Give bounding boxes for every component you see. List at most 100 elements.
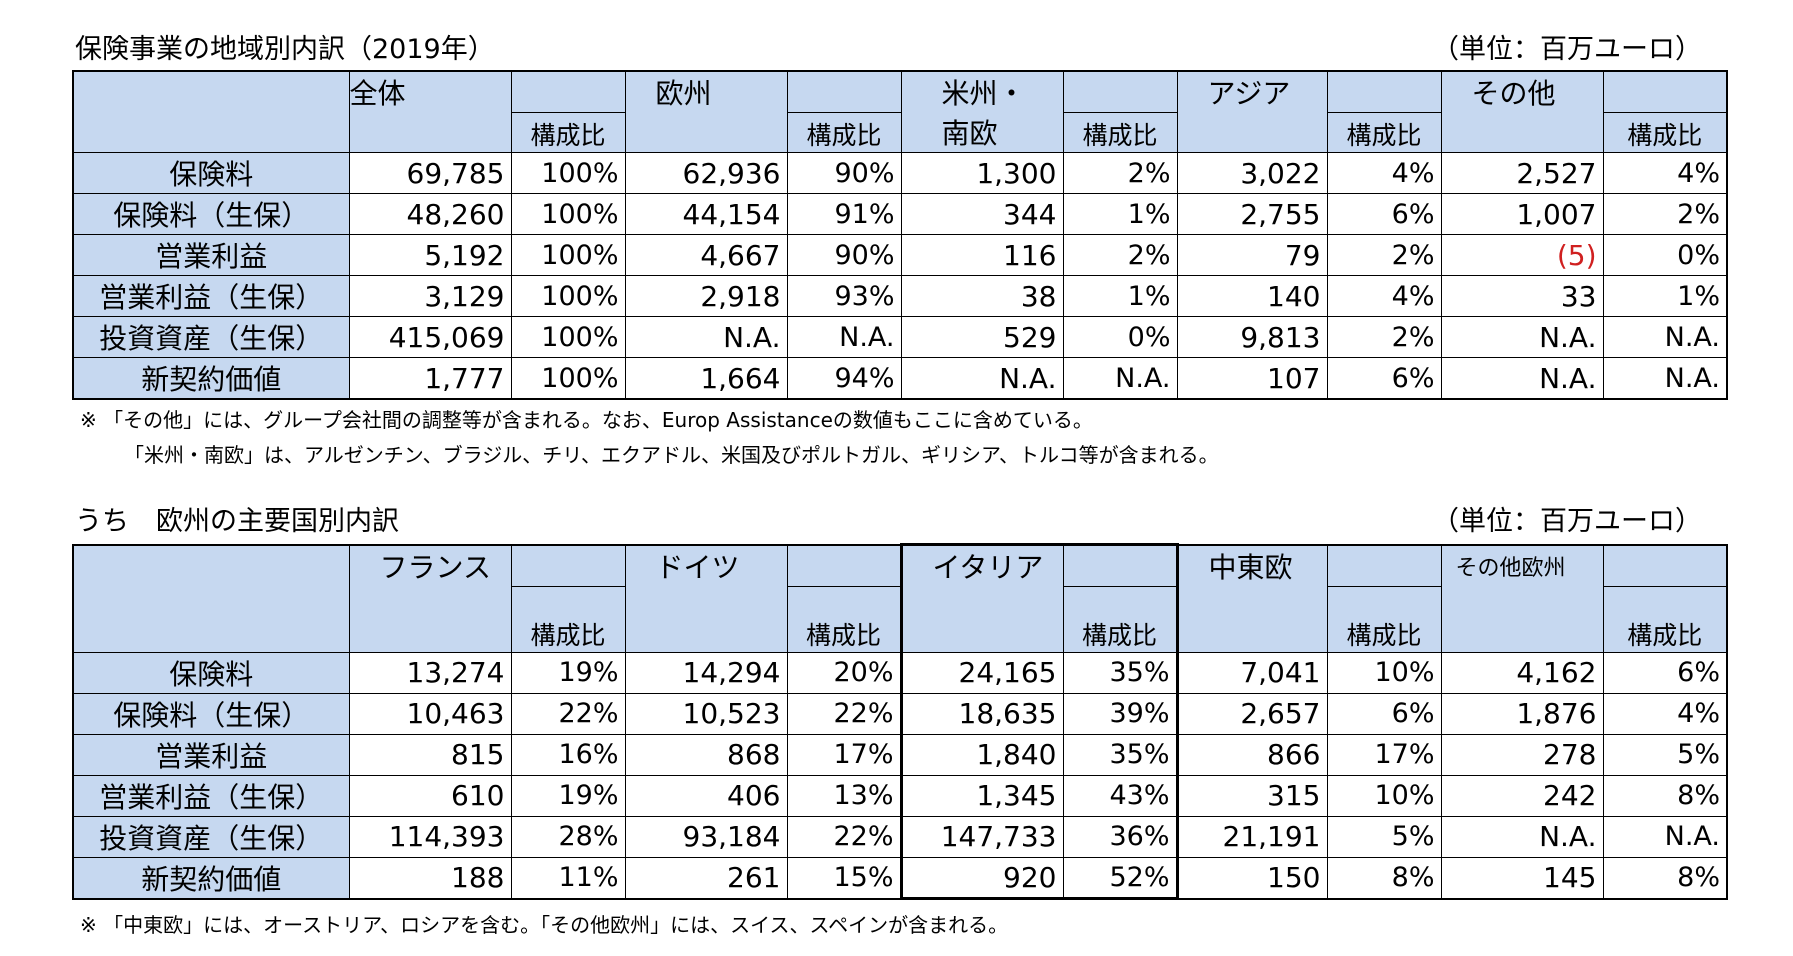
- header-spacer: [1603, 543, 1728, 587]
- value-cell: 278: [1440, 733, 1604, 776]
- ratio-cell: 2%: [1326, 316, 1442, 358]
- table1-header-row: 全体 欧州 米州・ アジア その他: [72, 70, 1728, 153]
- value-cell: 1,300: [900, 152, 1064, 194]
- ratio-cell: 10%: [1326, 774, 1442, 817]
- column-header-other-europe: その他欧州: [1440, 543, 1604, 587]
- value-cell: 2,527: [1440, 152, 1604, 194]
- value-cell: 147,733: [899, 815, 1064, 858]
- ratio-cell: N.A.: [786, 316, 902, 358]
- value-cell: 2,755: [1176, 193, 1328, 235]
- header-spacer: [624, 112, 788, 153]
- ratio-cell: 100%: [510, 316, 626, 358]
- value-cell: 5,192: [348, 234, 512, 276]
- column-header-france: フランス: [348, 543, 512, 587]
- ratio-cell: 15%: [786, 856, 902, 899]
- table-row: 営業利益（生保） 3,129 100% 2,918 93% 38 1% 140 4% 33 1%: [72, 275, 1728, 317]
- table2: フランス ドイツ イタリア 中東欧 その他欧州 構成比 構成比 構成比 構成比 …: [72, 542, 1728, 900]
- table-row: 新契約価値 188 11% 261 15% 920 52% 150 8% 145 8%: [72, 856, 1728, 900]
- ratio-cell: 4%: [1602, 692, 1728, 735]
- value-cell: 18,635: [899, 692, 1064, 735]
- ratio-cell: 17%: [1326, 733, 1442, 776]
- column-header-ratio: 構成比: [1062, 586, 1179, 653]
- column-header-ratio: 構成比: [1326, 111, 1442, 153]
- value-cell: 242: [1440, 774, 1604, 817]
- value-cell: 10,463: [348, 692, 512, 735]
- table1-title: 保険事業の地域別内訳（2019年）: [75, 34, 495, 65]
- value-cell: 48,260: [348, 193, 512, 235]
- column-header-europe: 欧州: [624, 70, 788, 112]
- table-row: 保険料 13,274 19% 14,294 20% 24,165 35% 7,041 10% 4,…: [72, 651, 1728, 694]
- table-row: 投資資産（生保） 114,393 28% 93,184 22% 147,733 36% 21,…: [72, 815, 1728, 858]
- ratio-cell: 91%: [786, 193, 902, 235]
- column-header-ratio: 構成比: [510, 586, 626, 653]
- value-cell: N.A.: [1440, 357, 1604, 400]
- ratio-cell: 4%: [1326, 152, 1442, 194]
- row-label: 保険料（生保）: [72, 692, 350, 735]
- ratio-cell: 39%: [1062, 692, 1179, 735]
- column-header-zentai: 全体: [348, 70, 512, 112]
- ratio-cell: 52%: [1062, 856, 1179, 900]
- ratio-cell: 2%: [1062, 152, 1178, 194]
- value-cell: 13,274: [348, 651, 512, 694]
- value-cell: 9,813: [1176, 316, 1328, 358]
- column-header-ratio: 構成比: [1062, 111, 1178, 153]
- value-cell: 2,657: [1176, 692, 1328, 735]
- value-cell: 415,069: [348, 316, 512, 358]
- ratio-cell: 35%: [1062, 733, 1179, 776]
- ratio-cell: 2%: [1326, 234, 1442, 276]
- value-cell: 3,129: [348, 275, 512, 317]
- value-cell: 93,184: [624, 815, 788, 858]
- ratio-cell: 5%: [1326, 815, 1442, 858]
- value-cell: 14,294: [624, 651, 788, 694]
- column-header-italy: イタリア: [899, 542, 1064, 587]
- value-cell: 38: [900, 275, 1064, 317]
- ratio-cell: N.A.: [1062, 357, 1178, 400]
- ratio-cell: 90%: [786, 152, 902, 194]
- header-spacer: [348, 586, 512, 653]
- header-blank: [72, 70, 350, 153]
- ratio-cell: 0%: [1062, 316, 1178, 358]
- header-spacer: [624, 586, 788, 653]
- ratio-cell: 22%: [510, 692, 626, 735]
- table1-unit: （単位：百万ユーロ）: [1432, 34, 1702, 65]
- ratio-cell: 6%: [1326, 193, 1442, 235]
- ratio-cell: 13%: [786, 774, 902, 817]
- table1-header-row-2: 構成比 構成比 南欧 構成比 構成比 構成比: [73, 111, 1728, 153]
- column-header-americas-line2: 南欧: [900, 112, 1064, 153]
- table-row: 営業利益 5,192 100% 4,667 90% 116 2% 79 2% (5) 0%: [72, 234, 1728, 276]
- value-cell: 114,393: [348, 815, 512, 858]
- ratio-cell: 6%: [1602, 651, 1728, 694]
- ratio-cell: 93%: [786, 275, 902, 317]
- header-spacer: [1327, 70, 1442, 112]
- row-label: 保険料: [72, 651, 350, 694]
- ratio-cell: 11%: [510, 856, 626, 899]
- value-cell: 116: [900, 234, 1064, 276]
- ratio-cell: 100%: [510, 152, 626, 194]
- value-cell: 315: [1176, 774, 1328, 817]
- value-cell: 21,191: [1176, 815, 1328, 858]
- value-cell: N.A.: [1440, 316, 1604, 358]
- row-label: 営業利益（生保）: [72, 774, 350, 817]
- value-cell: 610: [348, 774, 512, 817]
- value-cell: 406: [624, 774, 788, 817]
- header-blank: [72, 544, 350, 653]
- column-header-ratio: 構成比: [786, 586, 902, 653]
- ratio-cell: 35%: [1062, 651, 1179, 694]
- ratio-cell: 28%: [510, 815, 626, 858]
- value-cell: 529: [900, 316, 1064, 358]
- value-cell: 2,918: [624, 275, 788, 317]
- value-cell: 1,007: [1440, 193, 1604, 235]
- table2-title: うち 欧州の主要国別内訳: [75, 506, 399, 537]
- table-row: 営業利益（生保） 610 19% 406 13% 1,345 43% 315 10% 242 8%: [72, 774, 1728, 817]
- value-cell: 3,022: [1176, 152, 1328, 194]
- ratio-cell: 43%: [1062, 774, 1179, 817]
- header-spacer: [787, 70, 902, 112]
- value-cell: 866: [1176, 733, 1328, 776]
- table2-note-1: ※ 「中東欧」には、オーストリア、ロシアを含む。「その他欧州」には、スイス、スペ…: [80, 913, 1009, 937]
- table2-body: 保険料 13,274 19% 14,294 20% 24,165 35% 7,041 10% 4,…: [72, 651, 1728, 900]
- ratio-cell: 0%: [1602, 234, 1728, 276]
- header-spacer: [1440, 112, 1604, 153]
- value-cell: 1,840: [899, 733, 1064, 776]
- ratio-cell: 90%: [786, 234, 902, 276]
- value-cell: (5): [1440, 234, 1604, 276]
